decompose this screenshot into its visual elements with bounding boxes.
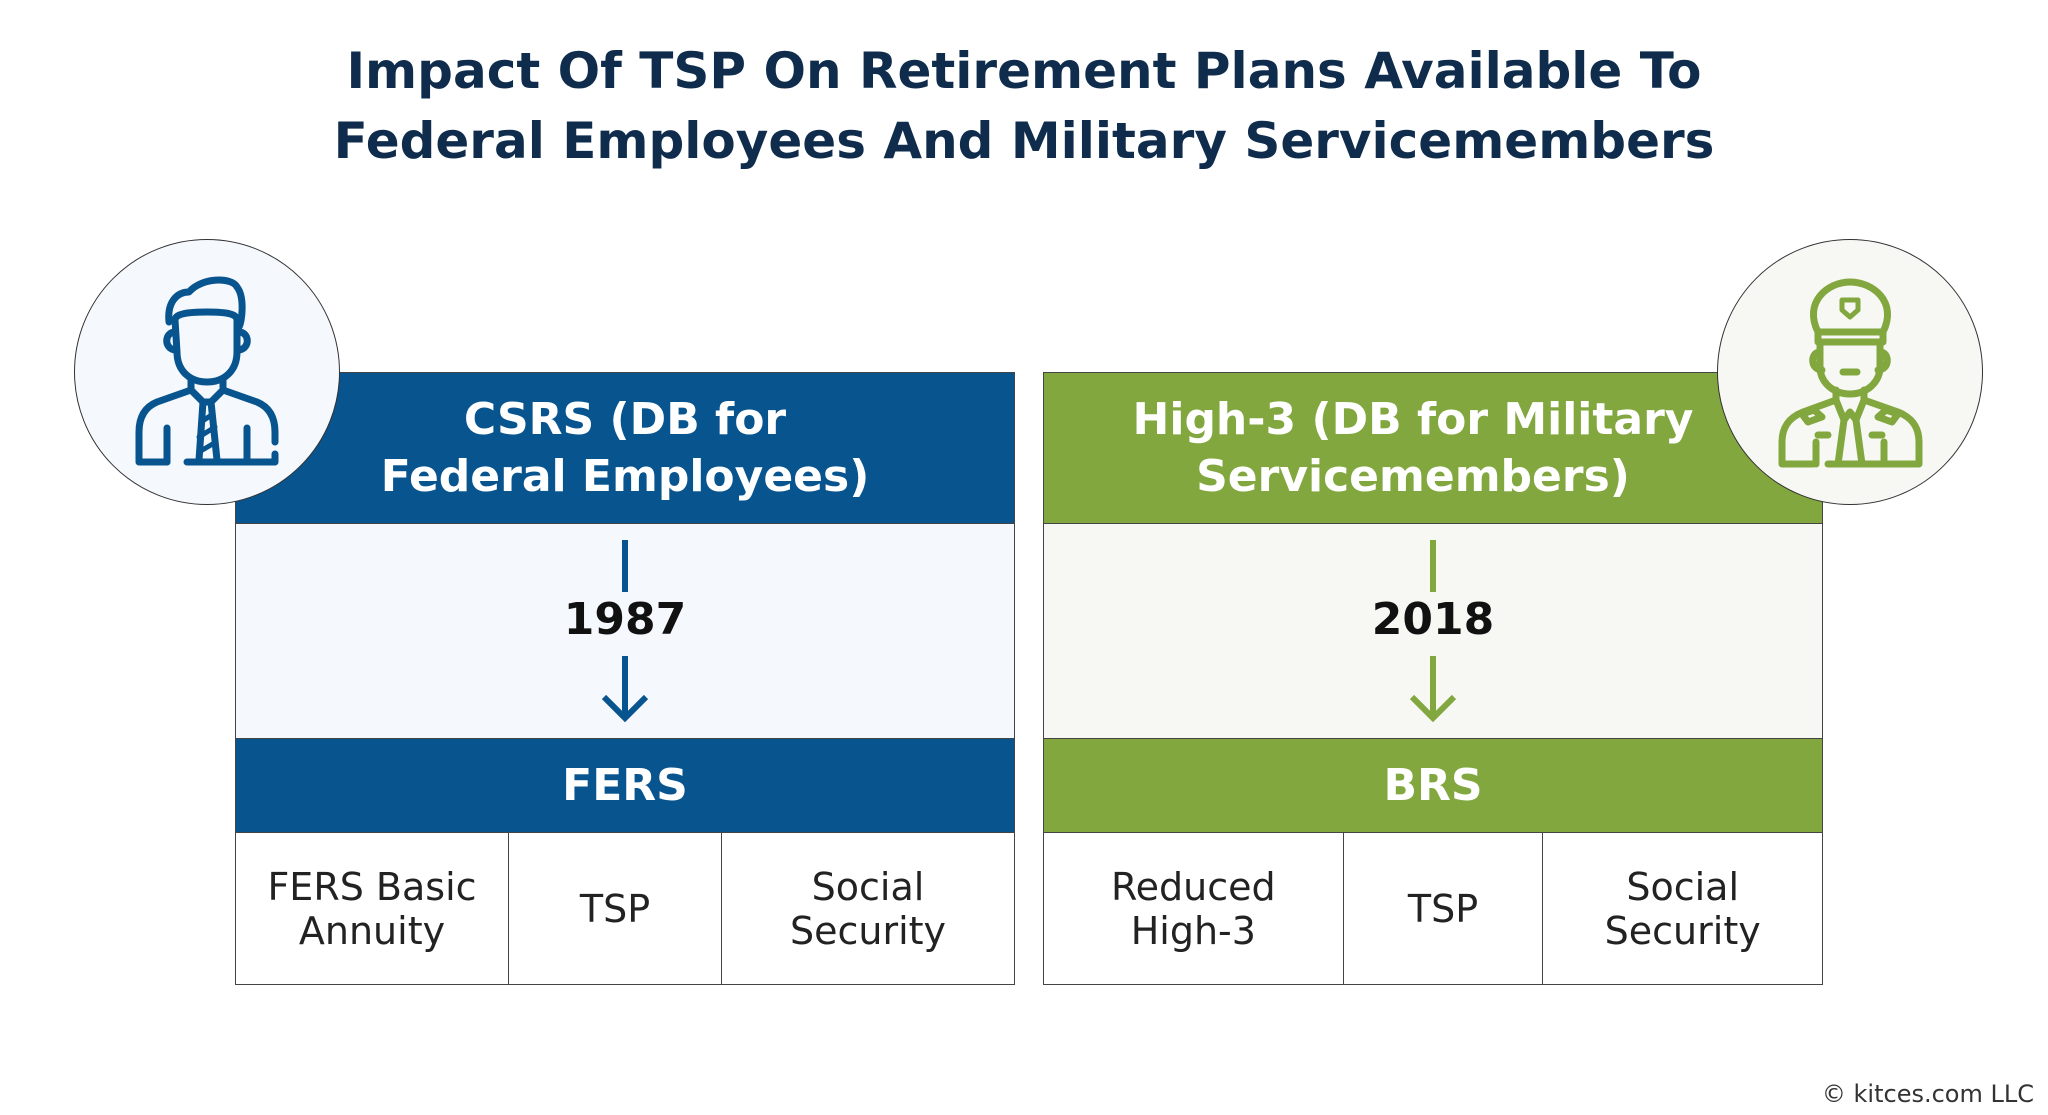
- fers-band: FERS: [236, 739, 1014, 833]
- csrs-header-line1: CSRS (DB for: [463, 394, 787, 445]
- arrow-down-icon: [1409, 656, 1457, 723]
- transition-area: 1987: [236, 524, 1014, 739]
- high3-header: High-3 (DB for Military Servicemembers): [1044, 373, 1822, 524]
- arrow-down-icon: [601, 656, 649, 723]
- component-cell: Social Security: [1604, 864, 1761, 953]
- component-cell: Social Security: [789, 864, 947, 953]
- high3-header-line2: Servicemembers): [1196, 451, 1630, 502]
- soldier-icon: [1717, 239, 1983, 505]
- component-cell: Reduced High-3: [1044, 833, 1344, 984]
- component-cell: TSP: [1344, 833, 1544, 984]
- csrs-header-line2: Federal Employees): [380, 451, 870, 502]
- component-cell: FERS Basic Annuity: [236, 833, 509, 984]
- page-title: Impact Of TSP On Retirement Plans Availa…: [0, 36, 2048, 176]
- transition-line: [1430, 540, 1436, 592]
- transition-year: 1987: [563, 594, 687, 645]
- title-line-2: Federal Employees And Military Serviceme…: [333, 112, 1715, 170]
- title-line-1: Impact Of TSP On Retirement Plans Availa…: [346, 42, 1702, 100]
- federal-panel: CSRS (DB for Federal Employees) 1987 FERS…: [235, 372, 1015, 985]
- businessman-icon: [74, 239, 340, 505]
- military-panel: High-3 (DB for Military Servicemembers) 2…: [1043, 372, 1823, 985]
- high3-header-line1: High-3 (DB for Military: [1132, 394, 1694, 445]
- transition-year: 2018: [1371, 594, 1495, 645]
- transition-line: [622, 540, 628, 592]
- brs-band: BRS: [1044, 739, 1822, 833]
- csrs-header: CSRS (DB for Federal Employees): [236, 373, 1014, 524]
- transition-area: 2018: [1044, 524, 1822, 739]
- component-cell: TSP: [509, 833, 722, 984]
- copyright: © kitces.com LLC: [1821, 1080, 2034, 1108]
